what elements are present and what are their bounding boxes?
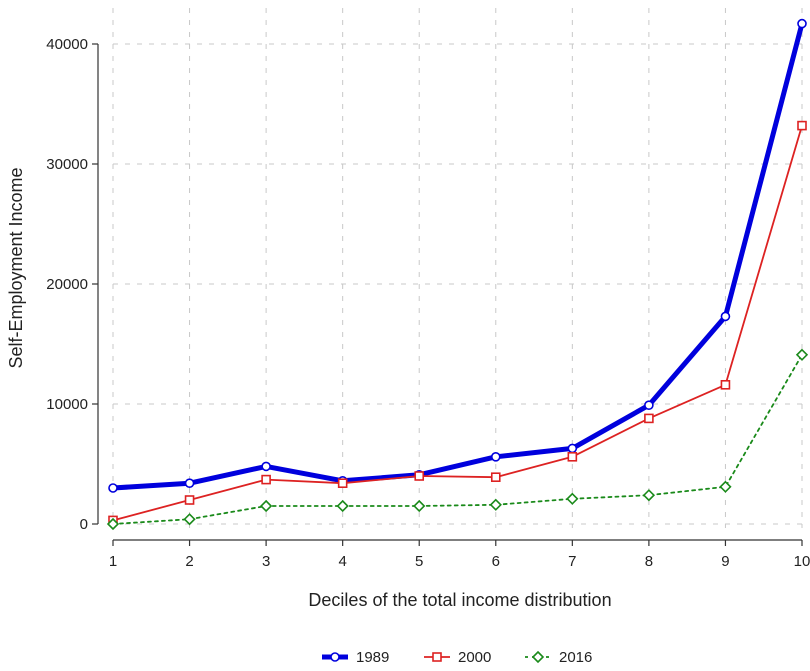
data-point-2016 <box>183 513 196 526</box>
data-point-2000 <box>414 471 425 481</box>
y-tick-label: 30000 <box>46 156 88 173</box>
legend-swatch-marker <box>531 650 545 664</box>
data-point-1989 <box>184 478 195 489</box>
data-point-2016 <box>489 498 502 511</box>
data-point-2000 <box>490 472 501 483</box>
x-tick-label: 9 <box>721 553 729 570</box>
x-axis-title: Deciles of the total income distribution <box>308 590 611 610</box>
data-point-2000 <box>567 451 578 462</box>
data-point-1989 <box>720 311 731 322</box>
data-point-1989 <box>108 483 118 493</box>
data-point-2000 <box>644 413 654 424</box>
x-tick-label: 10 <box>794 553 810 570</box>
data-point-1989 <box>797 18 807 29</box>
data-point-2000 <box>337 478 348 489</box>
legend-item-1989: 1989 <box>322 649 389 666</box>
legend: 1989 2000 2016 <box>322 649 592 666</box>
data-point-2000 <box>797 120 807 131</box>
series-1989 <box>108 18 807 493</box>
data-point-2000 <box>261 474 271 485</box>
data-point-2016 <box>719 480 732 493</box>
series-line-1989 <box>110 21 805 491</box>
legend-label: 2000 <box>458 649 491 666</box>
data-point-2000 <box>720 379 731 390</box>
legend-swatch-marker <box>432 652 442 662</box>
x-tick-label: 2 <box>185 553 193 570</box>
legend-label: 1989 <box>356 649 389 666</box>
data-point-2016 <box>795 348 809 361</box>
gridlines <box>112 8 803 528</box>
axes: 0 10000 20000 30000 40000 1 2 3 4 5 6 7 8 9 10 <box>46 36 810 570</box>
y-tick-label: 40000 <box>46 36 88 53</box>
legend-label: 2016 <box>559 649 592 666</box>
data-point-2016 <box>336 499 349 513</box>
y-tick-label: 10000 <box>46 396 88 413</box>
series-2016 <box>106 348 809 531</box>
y-axis-title: Self-Employment Income <box>6 167 26 368</box>
legend-swatch-marker <box>330 652 340 662</box>
series-2000 <box>108 120 807 526</box>
y-tick-label: 20000 <box>46 276 88 293</box>
series-line-2016 <box>112 353 803 525</box>
legend-item-2016: 2016 <box>525 649 592 666</box>
legend-item-2000: 2000 <box>424 649 491 666</box>
data-point-1989 <box>644 400 654 411</box>
data-point-2016 <box>259 499 273 513</box>
data-point-2000 <box>184 495 195 505</box>
data-point-1989 <box>490 451 501 462</box>
data-point-2016 <box>106 517 120 531</box>
data-point-1989 <box>261 461 271 472</box>
x-tick-label: 7 <box>568 553 576 570</box>
x-tick-label: 1 <box>109 553 117 570</box>
x-tick-label: 3 <box>262 553 270 570</box>
data-point-2016 <box>642 489 656 502</box>
series-layer <box>106 18 809 531</box>
x-tick-label: 6 <box>492 553 500 570</box>
y-tick-label: 0 <box>80 516 88 533</box>
data-point-1989 <box>567 443 578 454</box>
data-point-2016 <box>566 492 579 505</box>
x-tick-label: 8 <box>645 553 653 570</box>
x-tick-label: 5 <box>415 553 423 570</box>
series-line-2000 <box>112 124 803 522</box>
x-tick-label: 4 <box>338 553 346 570</box>
data-point-2016 <box>413 499 426 513</box>
